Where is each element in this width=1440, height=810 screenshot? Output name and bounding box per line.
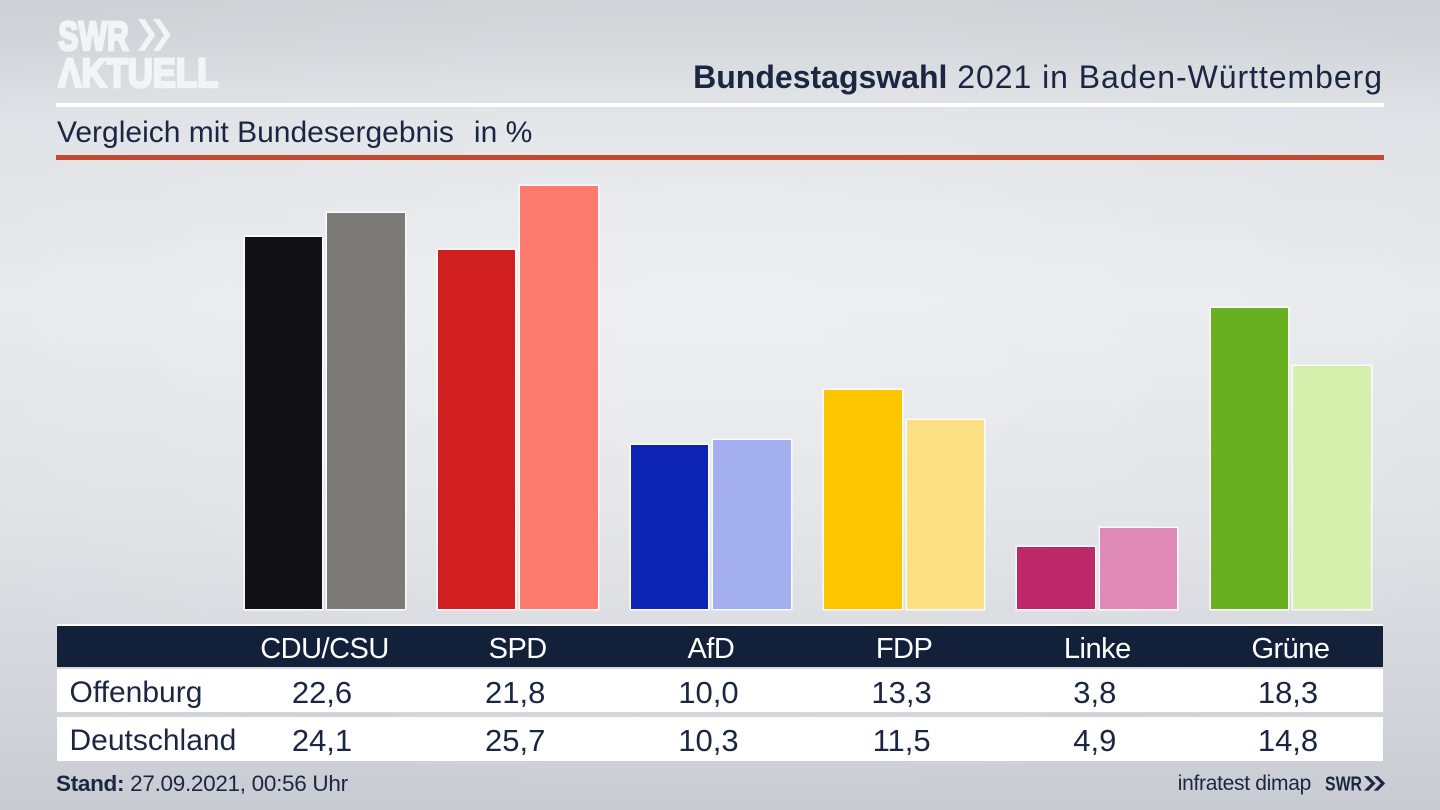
svg-text:ΛKTUELL: ΛKTUELL xyxy=(58,50,218,89)
svg-text:SWR: SWR xyxy=(58,19,129,59)
svg-text:SWR: SWR xyxy=(1325,776,1362,792)
